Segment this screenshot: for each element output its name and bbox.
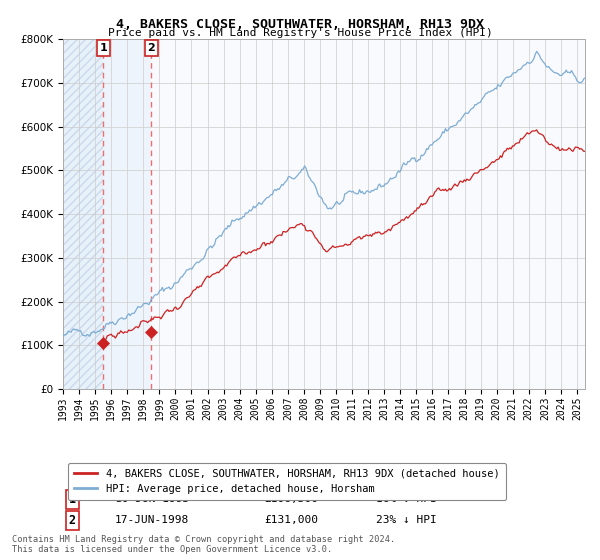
Text: 4, BAKERS CLOSE, SOUTHWATER, HORSHAM, RH13 9DX: 4, BAKERS CLOSE, SOUTHWATER, HORSHAM, RH…	[116, 18, 484, 31]
Text: 2: 2	[69, 514, 76, 527]
Text: 23% ↓ HPI: 23% ↓ HPI	[376, 515, 437, 525]
Text: 17-JUN-1998: 17-JUN-1998	[115, 515, 190, 525]
Text: £106,500: £106,500	[264, 494, 318, 505]
Text: 30-JUN-1995: 30-JUN-1995	[115, 494, 190, 505]
Bar	[103, 39, 151, 389]
Text: Contains HM Land Registry data © Crown copyright and database right 2024.
This d: Contains HM Land Registry data © Crown c…	[12, 535, 395, 554]
Text: Price paid vs. HM Land Registry's House Price Index (HPI): Price paid vs. HM Land Registry's House …	[107, 28, 493, 38]
Text: 16% ↓ HPI: 16% ↓ HPI	[376, 494, 437, 505]
Text: 2: 2	[148, 43, 155, 53]
Text: 1: 1	[99, 43, 107, 53]
Bar	[151, 39, 585, 389]
Text: £131,000: £131,000	[264, 515, 318, 525]
Text: 1: 1	[69, 493, 76, 506]
Bar	[63, 39, 103, 389]
Legend: 4, BAKERS CLOSE, SOUTHWATER, HORSHAM, RH13 9DX (detached house), HPI: Average pr: 4, BAKERS CLOSE, SOUTHWATER, HORSHAM, RH…	[68, 463, 506, 500]
